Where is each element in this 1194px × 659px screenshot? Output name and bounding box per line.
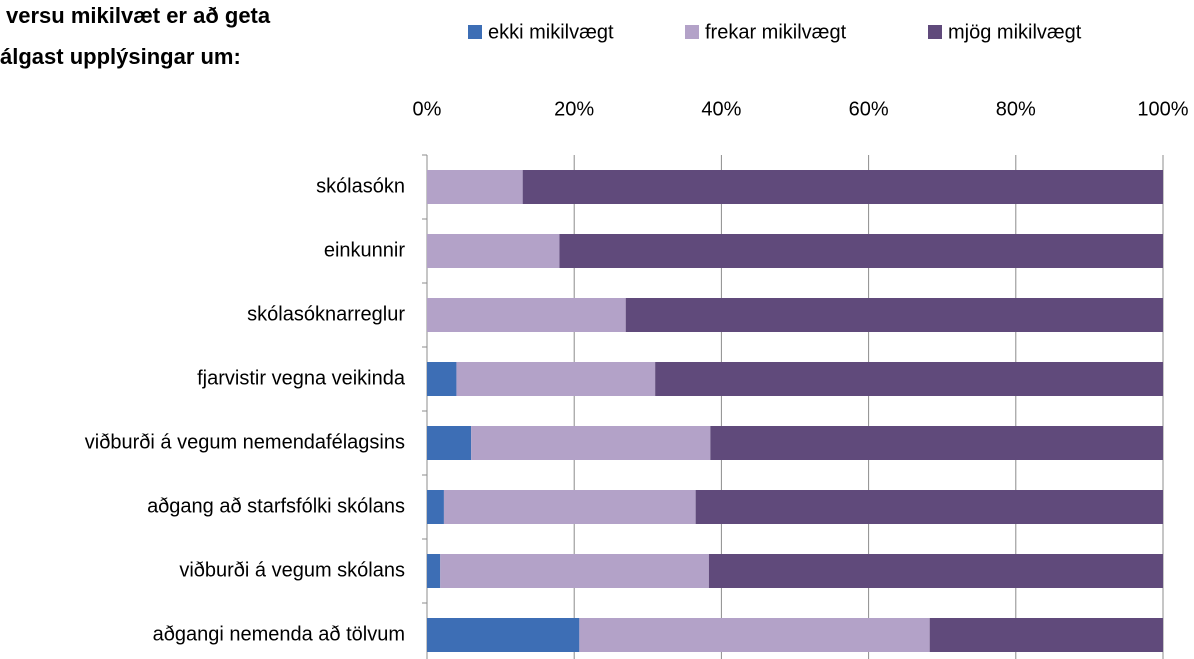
bar-segment (427, 234, 560, 268)
bar-segment (427, 554, 441, 588)
x-tick-label: 40% (701, 98, 741, 120)
bar-segment (427, 362, 457, 396)
chart-title: álgast upplýsingar um: (0, 44, 241, 69)
x-tick-label: 100% (1137, 98, 1188, 120)
y-tick-label: skólasókn (316, 175, 405, 197)
legend-swatch (468, 25, 482, 39)
y-tick-label: viðburði á vegum nemendafélagsins (85, 431, 405, 453)
x-tick-label: 80% (996, 98, 1036, 120)
legend-label: ekki mikilvægt (488, 21, 614, 43)
legend-label: frekar mikilvægt (705, 21, 847, 43)
bar-segment (443, 490, 696, 524)
bar-segment (522, 170, 1163, 204)
bar-segment (440, 554, 709, 588)
chart-title: versu mikilvæt er að geta (6, 3, 271, 28)
bar-segment (427, 170, 523, 204)
bar-segment (559, 234, 1163, 268)
bar-segment (471, 426, 711, 460)
bar-segment (579, 618, 930, 652)
y-tick-label: aðgang að starfsfólki skólans (147, 495, 405, 517)
legend-label: mjög mikilvægt (948, 21, 1082, 43)
bar-segment (427, 618, 580, 652)
y-tick-label: fjarvistir vegna veikinda (197, 367, 406, 389)
x-tick-label: 60% (849, 98, 889, 120)
bar-segment (427, 426, 472, 460)
bar-segment (695, 490, 1163, 524)
bar-segment (427, 490, 444, 524)
bar-segment (655, 362, 1163, 396)
legend-swatch (685, 25, 699, 39)
x-tick-label: 0% (413, 98, 442, 120)
bar-segment (708, 554, 1163, 588)
y-tick-label: aðgangi nemenda að tölvum (153, 623, 405, 645)
bar-segment (929, 618, 1163, 652)
bar-segment (427, 298, 626, 332)
y-tick-label: einkunnir (324, 239, 406, 261)
bar-segment (456, 362, 656, 396)
x-tick-label: 20% (554, 98, 594, 120)
legend-swatch (928, 25, 942, 39)
bar-segment (625, 298, 1163, 332)
y-tick-label: skólasóknarreglur (247, 303, 405, 325)
bar-segment (710, 426, 1163, 460)
y-tick-label: viðburði á vegum skólans (179, 559, 405, 581)
